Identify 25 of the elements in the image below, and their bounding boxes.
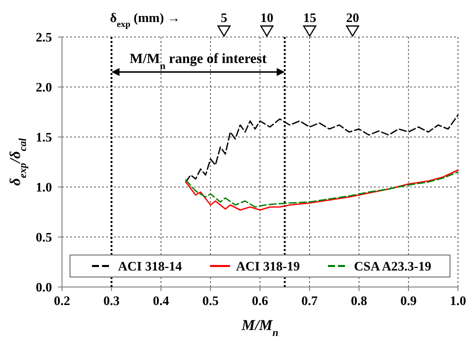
legend-label: ACI 318-14 [118,258,182,274]
legend-label: ACI 318-19 [236,258,300,274]
x-tick-label: 0.7 [301,293,318,308]
x2-axis-title: δ$_{exp}$ (mm) → [110,10,180,29]
y-tick-label: 1.5 [36,130,52,144]
x-tick-label: 0.3 [103,293,120,308]
y-tick-label: 0.5 [36,230,52,244]
x2-tick-label: 20 [346,10,360,25]
x2-tick-label: 10 [260,10,274,25]
x-tick-label: 0.9 [400,293,418,308]
x-tick-label: 0.8 [350,293,368,308]
y-tick-label: 2.0 [36,80,52,94]
y-tick-label: 0.0 [36,280,52,294]
annotation: M/M$_{n}$ range of interest [130,52,267,72]
x-tick-label: 1.0 [450,293,466,308]
legend-label: CSA A23.3-19 [354,258,432,274]
y-tick-label: 1.0 [36,180,52,194]
x2-tick-label: 15 [303,10,317,25]
x-tick-label: 0.2 [54,293,70,308]
x-axis-title: M/M$_{n}$ [240,318,278,338]
x-tick-label: 0.6 [252,293,269,308]
y-tick-label: 2.5 [36,30,52,44]
x2-tick-label: 5 [220,10,228,25]
x-tick-label: 0.4 [152,293,170,308]
x-tick-label: 0.5 [202,293,220,308]
